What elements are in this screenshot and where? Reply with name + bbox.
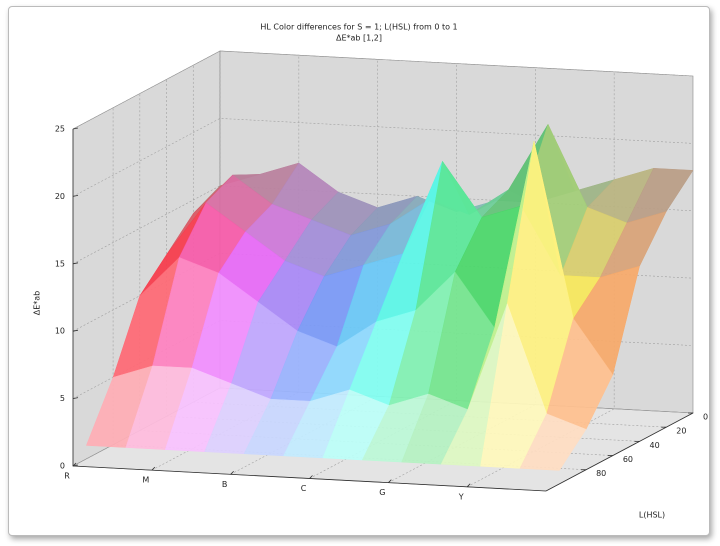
x-tick-label: G <box>379 488 385 497</box>
z-tick <box>72 397 79 399</box>
x-tick <box>230 471 234 475</box>
x-tick-label: M <box>142 476 149 485</box>
x-tick <box>72 462 77 467</box>
x-tick <box>388 479 392 483</box>
z-tick-label: 0 <box>60 462 65 471</box>
x-tick <box>466 483 471 488</box>
figure-window: HL Color differences for S = 1; L(HSL) f… <box>8 6 710 536</box>
z-tick-label: 25 <box>55 125 65 134</box>
z-tick-label: 10 <box>55 327 65 336</box>
z-axis-label: ΔE*ab <box>33 291 42 316</box>
y-tick-label: 20 <box>676 427 686 436</box>
x-tick-label: B <box>222 480 228 489</box>
x-tick-label: C <box>301 484 307 493</box>
y-axis <box>545 412 694 492</box>
z-tick <box>72 464 79 467</box>
x-tick-label: Y <box>458 492 464 501</box>
z-tick <box>72 195 79 197</box>
z-tick-label: 20 <box>55 192 65 201</box>
z-tick <box>72 262 79 265</box>
z-tick-label: 15 <box>55 259 65 268</box>
chart: HL Color differences for S = 1; L(HSL) f… <box>33 23 709 520</box>
y-tick-label: 60 <box>623 455 633 464</box>
z-tick <box>72 127 79 130</box>
z-tick-label: 5 <box>60 394 65 403</box>
surface-patch <box>519 413 587 471</box>
x-tick <box>309 475 313 479</box>
x-tick <box>151 466 156 471</box>
x-tick-label: R <box>64 472 70 481</box>
surface <box>86 123 694 471</box>
y-tick-label: 0 <box>703 413 708 422</box>
y-axis-label: L(HSL) <box>639 511 665 520</box>
chart-subtitle: ΔE*ab [1,2] <box>336 34 382 43</box>
y-tick-label: 80 <box>596 469 606 478</box>
z-tick <box>72 329 79 332</box>
chart-title: HL Color differences for S = 1; L(HSL) f… <box>260 23 457 32</box>
y-tick-label: 40 <box>650 441 660 450</box>
